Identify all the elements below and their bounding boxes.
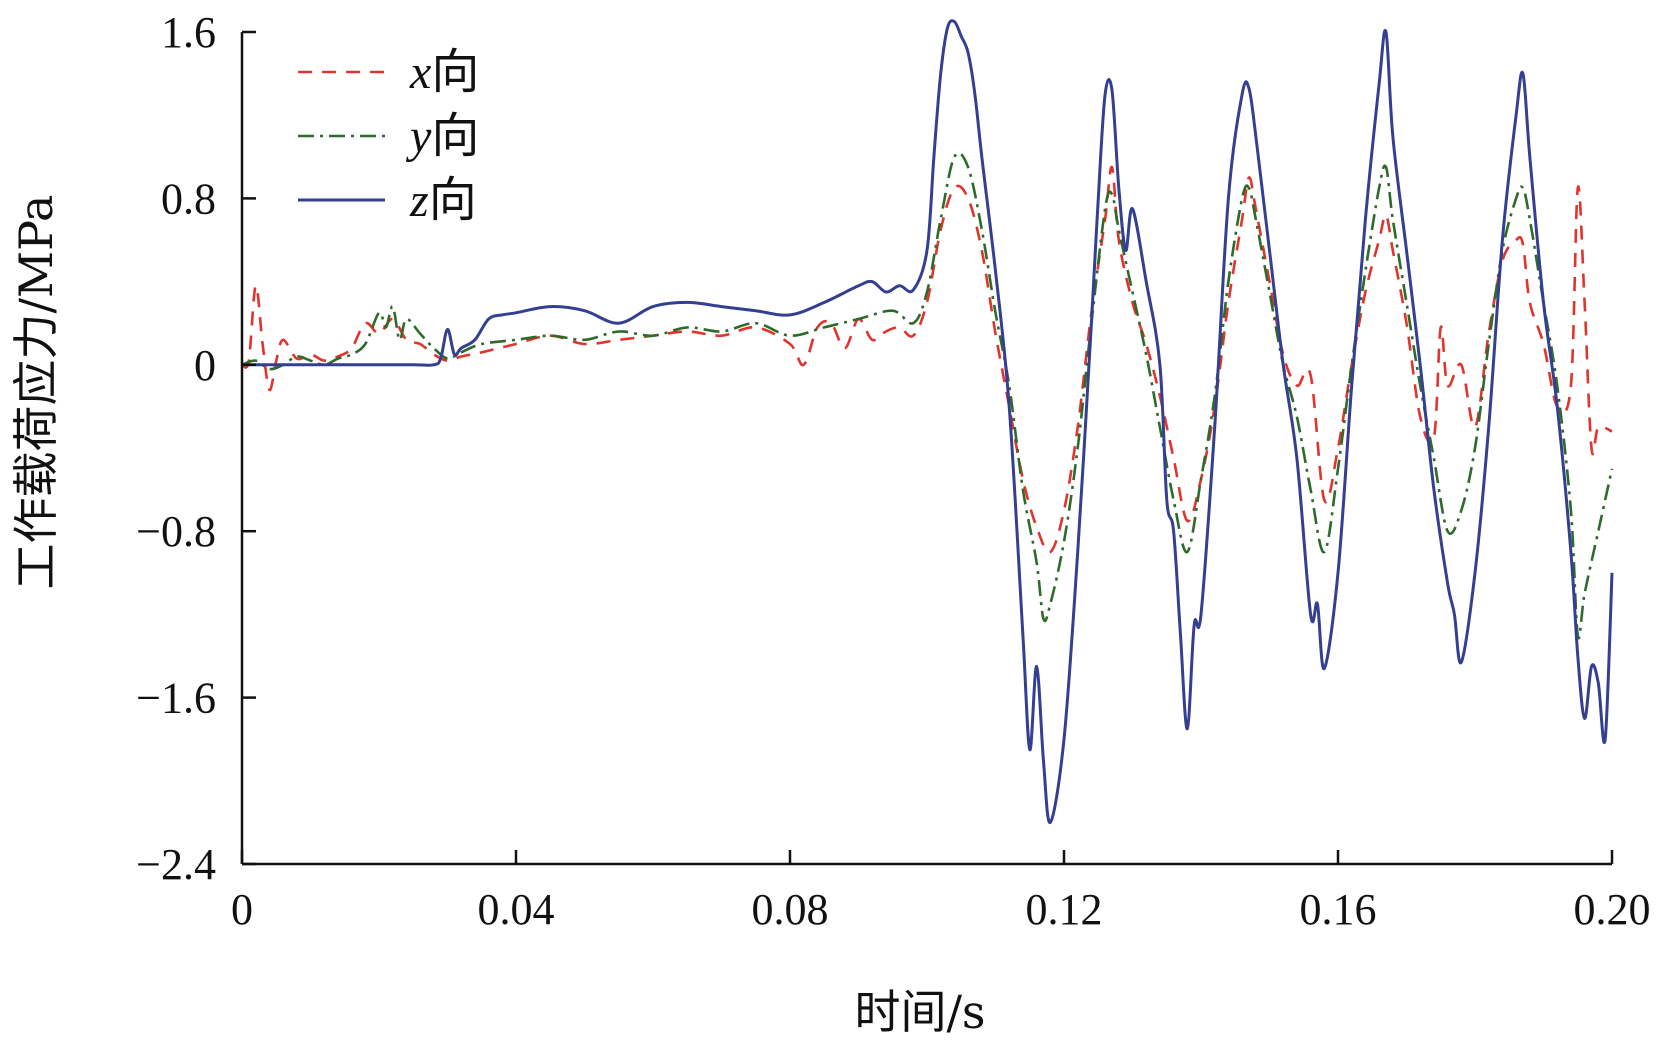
- y-tick-label: −0.8: [136, 507, 216, 556]
- y-tick-label: 0.8: [161, 174, 216, 223]
- x-tick-label: 0.20: [1574, 885, 1651, 934]
- x-tick-label: 0.12: [1026, 885, 1103, 934]
- legend-symbol: z: [409, 174, 429, 227]
- legend-label-x: x向: [409, 44, 479, 100]
- x-tick-label: 0.04: [478, 885, 555, 934]
- y-tick-label: −1.6: [136, 674, 216, 723]
- plot-area: [240, 19, 1614, 824]
- x-ticks: 0 0.04 0.08 0.12 0.16 0.20: [231, 850, 1651, 934]
- axes: [240, 32, 1612, 866]
- y-tick-label: 0: [194, 341, 216, 390]
- series-line-x: [240, 165, 1613, 554]
- x-tick-label: 0: [231, 885, 253, 934]
- x-axis-title: 时间/s: [854, 985, 985, 1039]
- x-tick-label: 0.08: [752, 885, 829, 934]
- legend-symbol: x: [409, 46, 431, 99]
- y-tick-label: 1.6: [161, 8, 216, 57]
- y-axis-title: 工作载荷应力/MPa: [9, 195, 63, 590]
- legend-label-y: y向: [405, 108, 479, 164]
- y-ticks: 1.6 0.8 0 −0.8 −1.6 −2.4: [136, 8, 256, 889]
- series-line-y: [241, 151, 1614, 640]
- legend-label-z: z向: [409, 172, 477, 228]
- legend-suffix: 向: [429, 172, 477, 228]
- legend-suffix: 向: [431, 108, 479, 164]
- legend-suffix: 向: [431, 44, 479, 100]
- y-tick-label: −2.4: [136, 840, 216, 889]
- legend-symbol: y: [405, 110, 432, 163]
- x-tick-label: 0.16: [1300, 885, 1377, 934]
- series-line-z: [242, 19, 1614, 824]
